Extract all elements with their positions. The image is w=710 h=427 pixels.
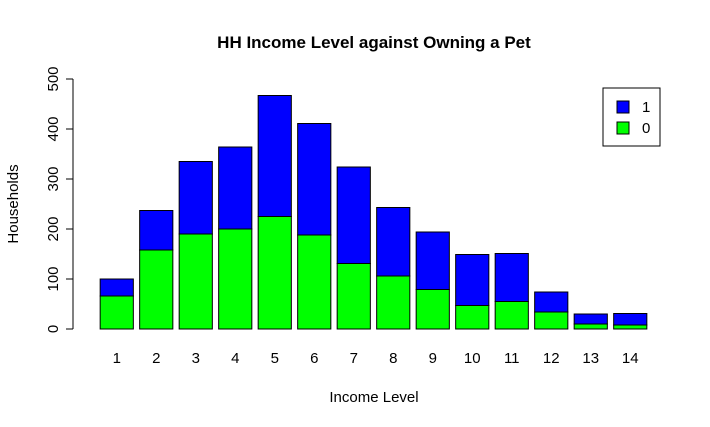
bar-segment-13-series-1 [573, 313, 608, 325]
bar-segment-3-series-0 [178, 233, 213, 330]
y-tick-label: 400 [45, 116, 62, 141]
bar-segment-8-series-1 [376, 207, 411, 277]
bar-segment-3-series-1 [178, 161, 213, 235]
x-tick-label: 9 [429, 350, 437, 367]
x-tick-label: 4 [231, 350, 239, 367]
y-tick-label: 500 [45, 66, 62, 91]
x-axis-tick-labels: 1 2 3 4 5 6 7 8 9 10 11 12 13 14 [113, 350, 639, 367]
bar-segment-7-series-1 [336, 166, 371, 264]
bar-segment-4-series-1 [218, 146, 253, 230]
x-tick-label: 8 [389, 350, 397, 367]
bar-segment-1-series-1 [99, 278, 134, 297]
x-tick-label: 2 [152, 350, 160, 367]
x-tick-label: 13 [582, 350, 599, 367]
legend: 10 [602, 87, 661, 147]
bar-segment-5-series-0 [257, 216, 292, 330]
x-axis-label: Income Level [329, 389, 418, 406]
bar-segment-12-series-1 [534, 291, 569, 313]
bar-segment-4-series-0 [218, 228, 253, 330]
x-tick-label: 5 [271, 350, 279, 367]
bar-segment-2-series-0 [139, 249, 174, 330]
bar-segment-7-series-0 [336, 263, 371, 330]
bar-segment-10-series-0 [455, 305, 490, 330]
x-tick-label: 1 [113, 350, 121, 367]
x-tick-label: 11 [504, 350, 520, 367]
x-tick-label: 7 [350, 350, 358, 367]
legend-entry-label: 1 [642, 99, 650, 116]
bar-segment-14-series-0 [613, 324, 648, 330]
y-axis: 0 100 200 300 400 500 [45, 66, 74, 333]
bar-segment-6-series-1 [297, 123, 332, 236]
x-tick-label: 12 [543, 350, 560, 367]
x-tick-label: 3 [192, 350, 200, 367]
chart-title: HH Income Level against Owning a Pet [217, 33, 531, 52]
y-tick-label: 200 [45, 216, 62, 241]
bar-segment-5-series-1 [257, 95, 292, 217]
bar-segment-11-series-1 [494, 253, 529, 302]
bar-segment-9-series-1 [415, 231, 450, 290]
bar-segment-10-series-1 [455, 254, 490, 306]
y-tick-label: 100 [45, 266, 62, 291]
x-tick-label: 14 [622, 350, 639, 367]
legend-swatch [616, 100, 630, 114]
bar-segment-14-series-1 [613, 313, 648, 326]
legend-entry-label: 0 [642, 120, 650, 137]
y-tick-label: 0 [45, 325, 62, 333]
legend-box [602, 87, 661, 147]
x-tick-label: 6 [310, 350, 318, 367]
bar-segment-2-series-1 [139, 210, 174, 251]
bar-segment-11-series-0 [494, 301, 529, 330]
bar-segment-9-series-0 [415, 289, 450, 330]
y-tick-label: 300 [45, 166, 62, 191]
bar-segment-1-series-0 [99, 295, 134, 330]
x-tick-label: 10 [464, 350, 481, 367]
bar-segment-12-series-0 [534, 311, 569, 330]
y-axis-label: Households [5, 164, 22, 243]
bar-segment-13-series-0 [573, 323, 608, 330]
legend-swatch [616, 121, 630, 135]
bar-segment-6-series-0 [297, 234, 332, 330]
bars [99, 95, 648, 330]
bar-segment-8-series-0 [376, 275, 411, 330]
